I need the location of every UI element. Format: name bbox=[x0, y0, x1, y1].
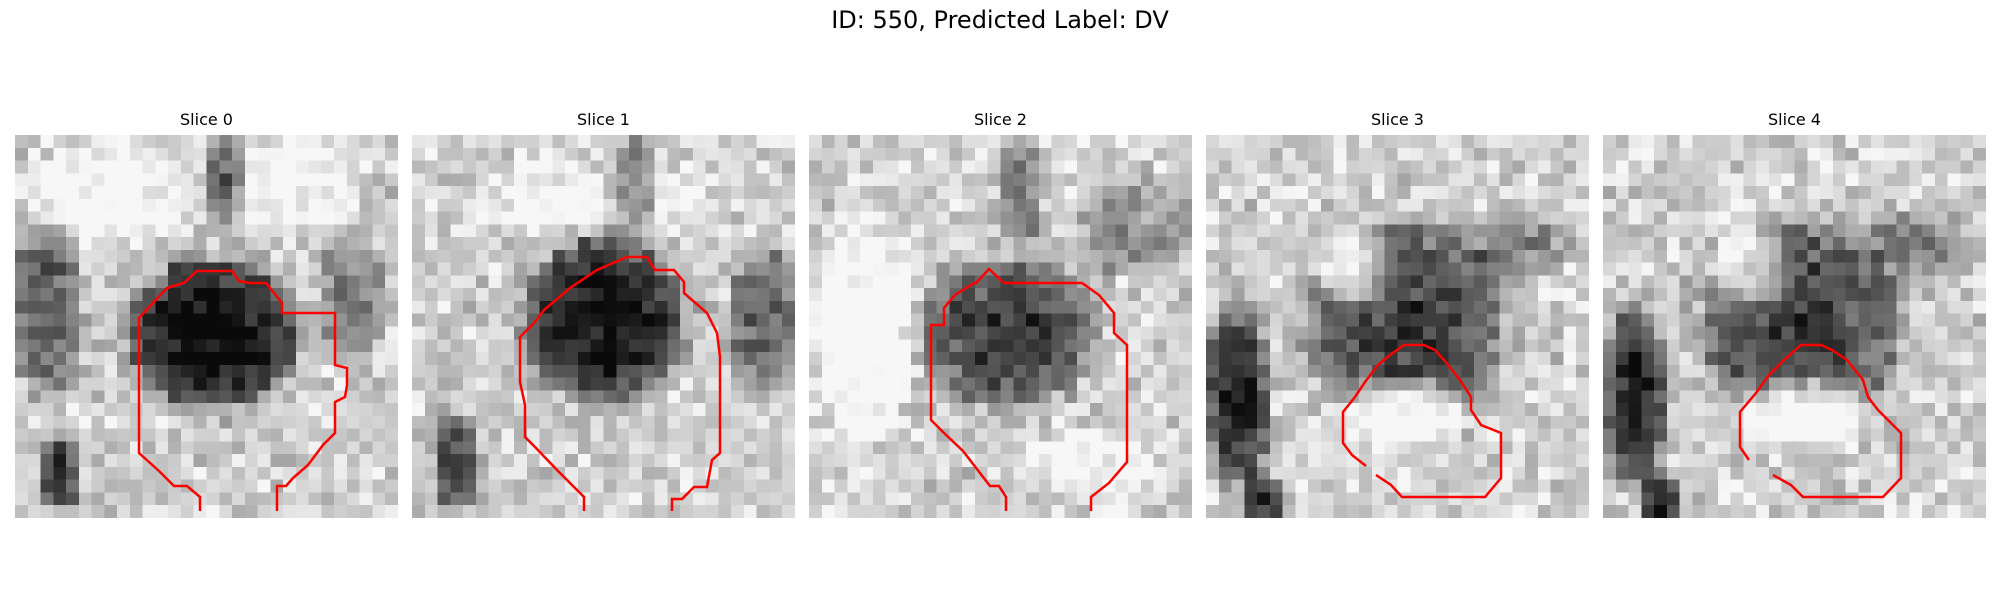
slice-panel-0: Slice 0 bbox=[15, 110, 398, 134]
slice-panel-1: Slice 1 bbox=[412, 110, 795, 134]
segmentation-contour-icon bbox=[1206, 135, 1589, 518]
slice-image bbox=[15, 135, 398, 518]
slice-title: Slice 3 bbox=[1206, 110, 1589, 134]
slice-title: Slice 1 bbox=[412, 110, 795, 134]
segmentation-contour-icon bbox=[809, 135, 1192, 518]
segmentation-contour-icon bbox=[15, 135, 398, 518]
figure-title: ID: 550, Predicted Label: DV bbox=[0, 6, 2000, 34]
slice-panel-2: Slice 2 bbox=[809, 110, 1192, 134]
slice-panel-4: Slice 4 bbox=[1603, 110, 1986, 134]
slice-title: Slice 4 bbox=[1603, 110, 1986, 134]
slice-image bbox=[1603, 135, 1986, 518]
segmentation-contour-icon bbox=[1603, 135, 1986, 518]
slice-title: Slice 0 bbox=[15, 110, 398, 134]
slice-panel-3: Slice 3 bbox=[1206, 110, 1589, 134]
slice-title: Slice 2 bbox=[809, 110, 1192, 134]
slice-image bbox=[412, 135, 795, 518]
segmentation-contour-icon bbox=[412, 135, 795, 518]
slice-image bbox=[1206, 135, 1589, 518]
slice-image bbox=[809, 135, 1192, 518]
